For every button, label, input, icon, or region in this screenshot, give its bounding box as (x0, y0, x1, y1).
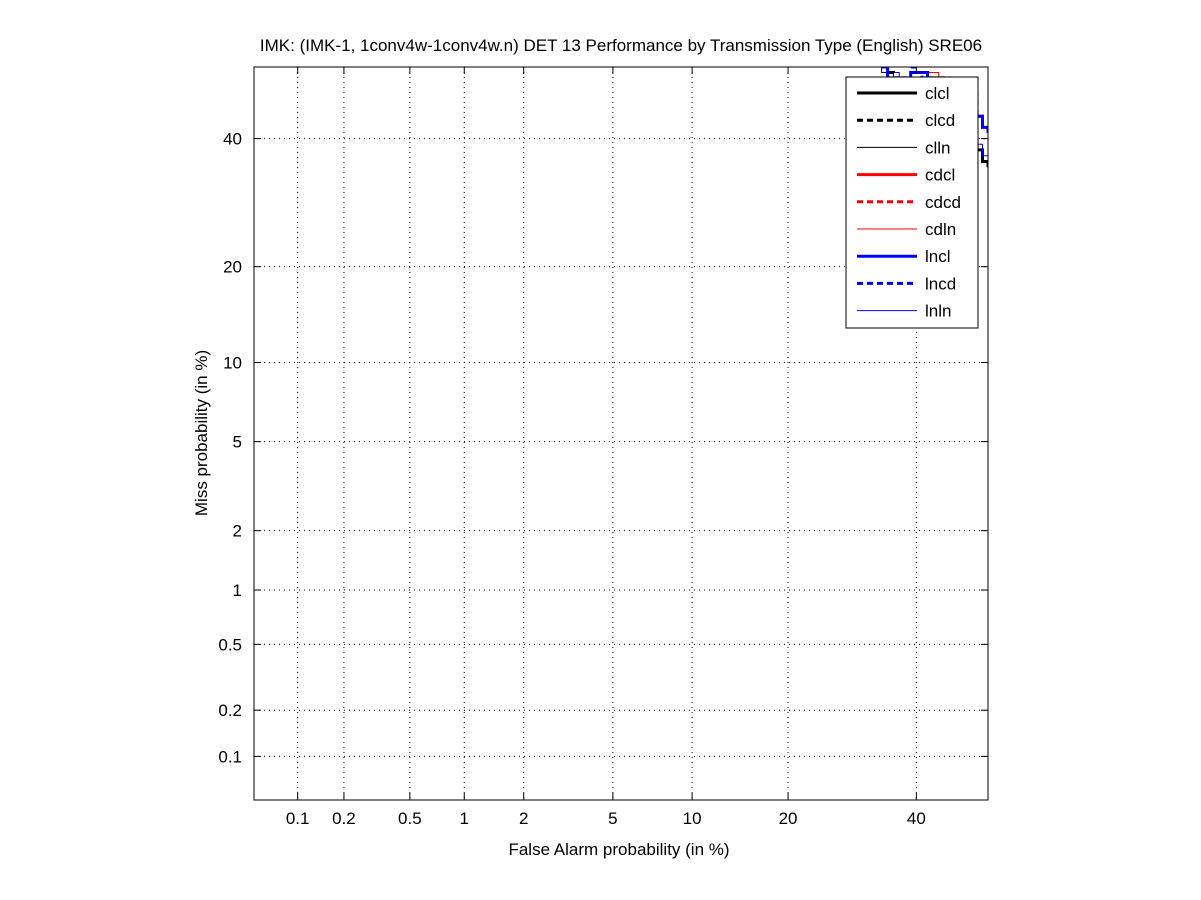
x-tick-label: 20 (779, 809, 798, 828)
y-tick-label: 5 (233, 433, 242, 452)
x-axis-label: False Alarm probability (in %) (508, 840, 729, 859)
y-tick-label: 40 (223, 130, 242, 149)
x-tick-label: 10 (683, 809, 702, 828)
grid-lines (254, 67, 988, 800)
legend-label-lncl: lncl (925, 247, 951, 266)
y-tick-label: 0.2 (218, 701, 242, 720)
legend-label-clcd: clcd (925, 111, 955, 130)
y-tick-label: 0.1 (218, 747, 242, 766)
legend-label-cdcl: cdcl (925, 166, 955, 185)
legend-label-lncd: lncd (925, 274, 956, 293)
y-tick-label: 1 (233, 581, 242, 600)
legend-label-clln: clln (925, 138, 951, 157)
x-tick-label: 1 (460, 809, 469, 828)
axis-ticks: 0.1 0.2 0.5 1 2 5 10 20 40 0.1 0.2 0.5 1 2 5 10 20 40 (218, 67, 988, 828)
y-axis-label: Miss probability (in %) (192, 350, 211, 516)
x-tick-label: 0.2 (332, 809, 356, 828)
plot-frame (253, 66, 989, 801)
x-tick-label: 5 (608, 809, 617, 828)
x-tick-label: 0.5 (398, 809, 422, 828)
legend-label-lnln: lnln (925, 302, 951, 321)
x-tick-label: 0.1 (286, 809, 310, 828)
y-tick-label: 10 (223, 353, 242, 372)
y-tick-label: 20 (223, 258, 242, 277)
x-tick-label: 2 (519, 809, 528, 828)
y-tick-label: 0.5 (218, 635, 242, 654)
legend-label-clcl: clcl (925, 84, 950, 103)
legend-label-cdln: cdln (925, 220, 956, 239)
legend: clcl clcd clln cdcl cdcd cdln lncl lncd lnln (845, 76, 979, 329)
legend-label-cdcd: cdcd (925, 193, 961, 212)
chart-title: IMK: (IMK-1, 1conv4w-1conv4w.n) DET 13 P… (260, 36, 982, 55)
x-tick-label: 40 (907, 809, 926, 828)
y-tick-label: 2 (233, 522, 242, 541)
